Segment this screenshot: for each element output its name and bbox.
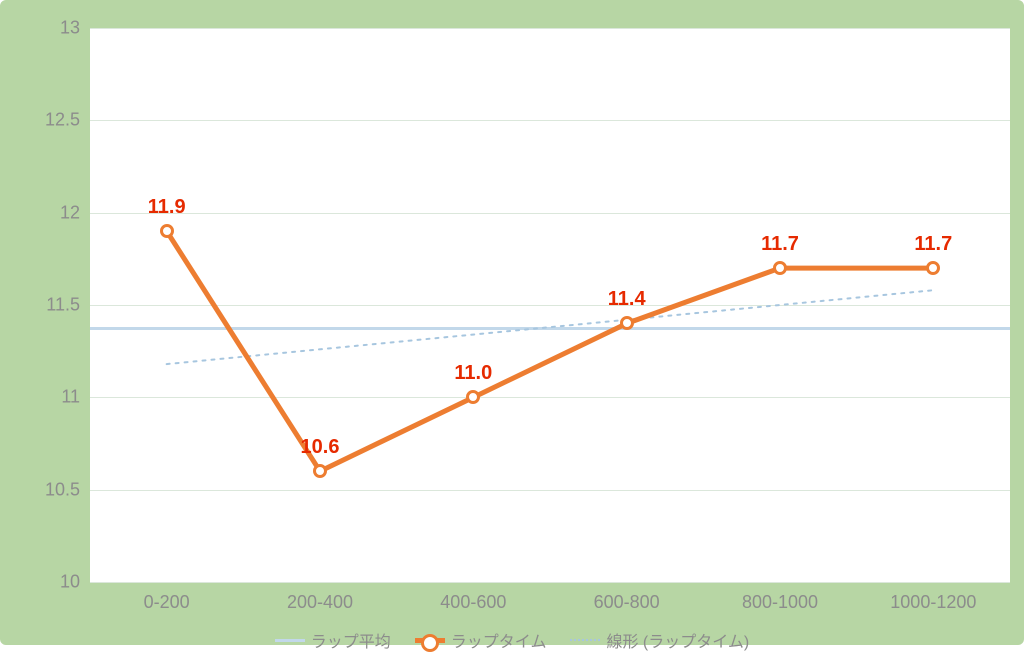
y-axis-tick-label: 11.5: [46, 295, 80, 316]
legend-label: 線形 (ラップタイム): [606, 628, 749, 652]
y-axis-tick-label: 12.5: [45, 110, 80, 131]
series-lap-line: [167, 231, 934, 471]
legend-item-lap: ラップタイム: [415, 628, 547, 652]
series-trend-line: [167, 290, 934, 364]
x-axis-tick-label: 800-1000: [742, 592, 818, 613]
series-lap-marker: [313, 464, 327, 478]
legend-item-trend: 線形 (ラップタイム): [570, 628, 749, 652]
series-lap-marker: [160, 224, 174, 238]
series-lap-marker: [773, 261, 787, 275]
legend-swatch: [570, 639, 600, 641]
y-axis-tick-label: 10: [60, 572, 80, 593]
y-axis-tick-label: 11: [61, 387, 80, 408]
series-svg: [90, 28, 1010, 582]
legend-label: ラップ平均: [311, 628, 391, 652]
legend: ラップ平均 ラップタイム 線形 (ラップタイム): [12, 628, 1012, 652]
x-axis-tick-label: 400-600: [440, 592, 506, 613]
legend-swatch: [415, 638, 445, 643]
legend-swatch: [275, 639, 305, 642]
series-lap-marker: [466, 390, 480, 404]
x-axis-tick-label: 1000-1200: [890, 592, 976, 613]
y-axis-tick-label: 13: [60, 18, 80, 39]
series-lap-marker: [926, 261, 940, 275]
plot-area: 1010.51111.51212.5130-200200-400400-6006…: [90, 28, 1010, 582]
x-axis-tick-label: 200-400: [287, 592, 353, 613]
legend-label: ラップタイム: [451, 628, 547, 652]
gridline: [90, 582, 1010, 583]
series-lap-marker: [620, 316, 634, 330]
x-axis-tick-label: 600-800: [594, 592, 660, 613]
y-axis-tick-label: 12: [60, 202, 80, 223]
x-axis-tick-label: 0-200: [144, 592, 190, 613]
legend-item-avg: ラップ平均: [275, 628, 391, 652]
y-axis-tick-label: 10.5: [45, 479, 80, 500]
